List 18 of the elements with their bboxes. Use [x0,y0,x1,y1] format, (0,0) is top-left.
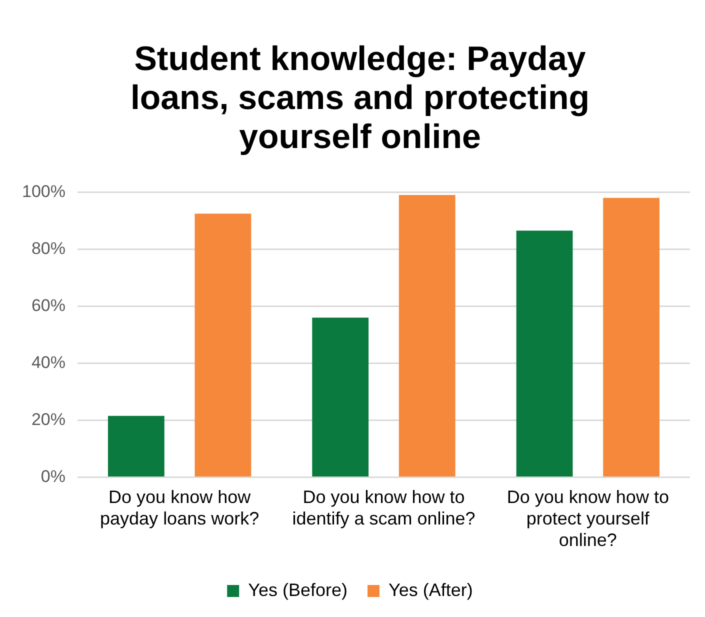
legend-label: Yes (After) [388,580,473,600]
bar [516,230,573,476]
bar [312,318,369,476]
y-tick-label: 0% [40,466,66,486]
bar [603,198,660,476]
x-tick-label: Do you know how to identify a scam online? [292,486,476,529]
legend-label: Yes (Before) [248,580,348,600]
x-tick-label: Do you know how to protect yourself online? [506,486,669,550]
y-tick-label: 20% [31,410,66,429]
bar [194,214,252,476]
y-tick-label: 80% [31,238,66,258]
x-tick-label: Do you know how payday loans work? [100,486,260,529]
bar [398,195,456,476]
y-tick-label: 100% [22,182,66,201]
chart-title: Student knowledge: Payday loans, scams and protecting yourself online [129,40,591,157]
bar [108,416,164,476]
y-tick-label: 60% [31,296,66,315]
y-tick-label: 40% [31,352,66,372]
